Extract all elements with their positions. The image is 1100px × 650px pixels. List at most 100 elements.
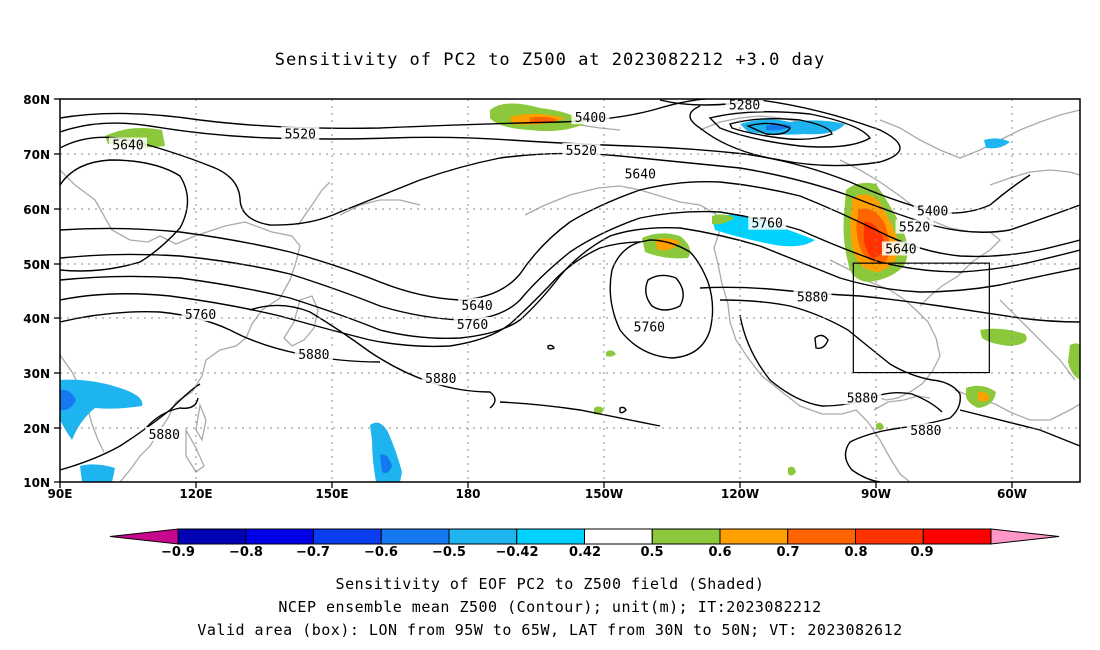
- contour-label: 5760: [634, 321, 665, 336]
- contour-label: 5640: [625, 168, 656, 183]
- shade-negative-tropical-core: [380, 454, 392, 474]
- shade-negative-south-china-core: [60, 389, 76, 411]
- longitude-labels: 90E 120E 150E 180 150W 120W 90W 60W: [48, 487, 1027, 501]
- contour-label-background: [181, 307, 220, 322]
- colorbar-segment: [922, 528, 992, 545]
- caption-contour: NCEP ensemble mean Z500 (Contour); unit(…: [278, 598, 822, 616]
- shade-negative-south-china: [60, 379, 143, 440]
- contour-label-background: [421, 371, 460, 386]
- contour-label-background: [748, 215, 787, 230]
- shade-negative-arctic-core: [766, 124, 792, 131]
- map-frame: [59, 98, 1081, 483]
- valid-area-box: [852, 262, 990, 374]
- contour-labels: 5280540055205520564056405760540055205640…: [109, 99, 952, 443]
- colorbar-label: −0.42: [496, 545, 539, 560]
- contour-label-background: [906, 423, 945, 438]
- contour-label: 5640: [461, 299, 492, 314]
- shade-small-2: [594, 406, 604, 415]
- z500-contours: [60, 99, 1080, 482]
- colorbar-segment: [787, 528, 856, 545]
- lat-label: 50N: [23, 258, 50, 272]
- lon-label: 150E: [315, 487, 348, 501]
- shade-small-4: [876, 422, 884, 430]
- lat-label: 60N: [23, 203, 50, 217]
- contour-label: 5520: [899, 221, 930, 236]
- contour-label-background: [294, 347, 333, 362]
- colorbar-segment: [584, 528, 653, 545]
- colorbar-max-triangle: [990, 528, 1060, 545]
- lat-label: 30N: [23, 367, 50, 381]
- lat-label: 70N: [23, 148, 50, 162]
- caption-valid-area: Valid area (box): LON from 95W to 65W, L…: [197, 621, 903, 639]
- colorbar-segment: [448, 528, 518, 545]
- lon-label: 90E: [48, 487, 73, 501]
- contour-label: 5880: [910, 424, 941, 439]
- colorbar-label: −0.8: [229, 545, 263, 560]
- colorbar-segment: [245, 528, 314, 545]
- lon-label: 150W: [585, 487, 623, 501]
- contour-label: 5880: [797, 291, 828, 306]
- contour-label-background: [913, 203, 952, 218]
- contour-label-background: [458, 297, 497, 312]
- colorbar-segment: [516, 528, 585, 545]
- colorbar-label: 0.42: [569, 545, 601, 560]
- contour-label-background: [793, 289, 832, 304]
- contour-label: 5880: [847, 391, 878, 406]
- colorbar-segment: [313, 528, 382, 545]
- colorbar-segment: [719, 528, 789, 545]
- map-title: Sensitivity of PC2 to Z500 at 2023082212…: [274, 50, 826, 70]
- colorbar-label: −0.5: [432, 545, 466, 560]
- colorbar-label: 0.8: [844, 545, 867, 560]
- contour-label: 5520: [566, 144, 597, 159]
- lon-label: 90W: [861, 487, 891, 501]
- shade-positive-gulf-of-alaska: [712, 214, 735, 225]
- latitude-labels: 80N 70N 60N 50N 40N 30N 20N 10N: [23, 93, 50, 490]
- colorbar-label: −0.7: [296, 545, 330, 560]
- shade-negative-tropical-central: [370, 422, 402, 482]
- colorbar-label: −0.9: [161, 545, 195, 560]
- contour-label: 5760: [752, 217, 783, 232]
- shade-small-1: [606, 350, 616, 357]
- colorbar-min-triangle: [109, 528, 179, 545]
- contour-label-background: [109, 137, 147, 152]
- contour-label: 5760: [185, 308, 216, 323]
- colorbar-label: 0.9: [910, 545, 933, 560]
- shade-negative-tropical-west: [80, 464, 115, 482]
- colorbar-label: 0.5: [640, 545, 663, 560]
- lat-label: 80N: [23, 93, 50, 107]
- contour-label: 5520: [285, 128, 316, 143]
- grid-lines: [60, 99, 1080, 482]
- lon-label: 120W: [721, 487, 759, 501]
- shade-small-3: [788, 466, 796, 476]
- contour-label: 5400: [575, 111, 606, 126]
- shade-positive-atlantic: [980, 328, 1027, 346]
- contour-label-background: [843, 390, 882, 405]
- colorbar-segment: [855, 528, 924, 545]
- colorbar-label: 0.7: [776, 545, 799, 560]
- colorbar-label: −0.6: [364, 545, 398, 560]
- contour-label: 5760: [457, 318, 488, 333]
- contour-label-background: [881, 241, 920, 256]
- shade-negative-gulf-of-alaska: [712, 214, 815, 247]
- contour-label: 5400: [917, 205, 948, 220]
- contour-label-background: [145, 426, 184, 441]
- shade-core-sargasso: [978, 391, 990, 402]
- lat-label: 10N: [23, 476, 50, 490]
- contour-label-background: [562, 142, 601, 157]
- shade-positive-atlantic-east: [1068, 343, 1080, 380]
- contour-label-background: [621, 166, 660, 181]
- shade-negative-arctic: [740, 119, 845, 135]
- caption-shaded: Sensitivity of EOF PC2 to Z500 field (Sh…: [335, 575, 765, 593]
- colorbar-label: 0.6: [708, 545, 731, 560]
- lon-label: 60W: [997, 487, 1027, 501]
- contour-label-background: [895, 219, 934, 234]
- contour-label-background: [630, 319, 669, 334]
- contour-label-background: [281, 126, 320, 141]
- colorbar-segment: [651, 528, 721, 545]
- shade-core-bering-strait-inner: [530, 116, 558, 123]
- colorbar: [109, 528, 1060, 545]
- lon-label: 180: [455, 487, 480, 501]
- contour-label: 5640: [112, 139, 143, 154]
- colorbar-segment: [380, 528, 450, 545]
